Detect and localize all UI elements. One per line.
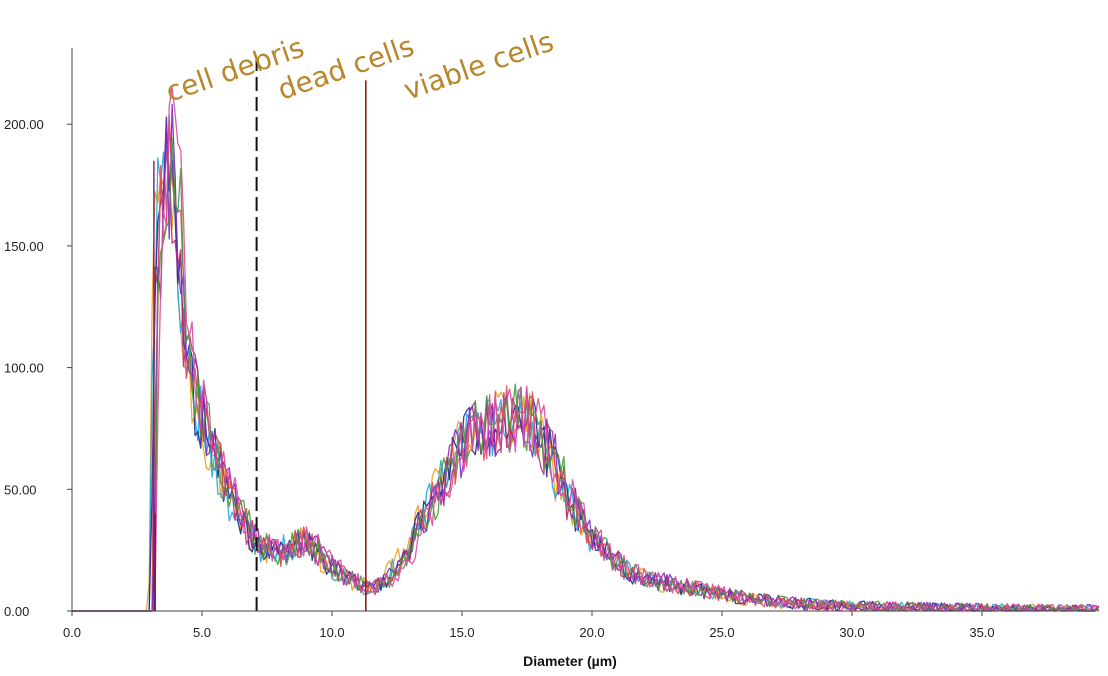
boundary-lines-group — [153, 51, 367, 611]
series-line — [72, 86, 1100, 612]
series-line — [72, 136, 1100, 612]
y-tick-label: 0.00 — [4, 604, 29, 619]
tick-labels-group: 0.0 5.0 10.0 15.0 20.0 25.0 30.0 35.0 0.00 50.00 1… — [4, 117, 995, 640]
x-tick-label: 5.0 — [193, 625, 211, 640]
series-group — [72, 86, 1100, 612]
x-tick-label: 25.0 — [709, 625, 734, 640]
series-line — [72, 137, 1100, 612]
x-tick-label: 15.0 — [449, 625, 474, 640]
x-tick-label: 0.0 — [63, 625, 81, 640]
series-line — [72, 129, 1100, 612]
x-tick-label: 30.0 — [839, 625, 864, 640]
region-label: viable cells — [400, 25, 558, 107]
x-tick-label: 10.0 — [319, 625, 344, 640]
axes-group — [67, 48, 1095, 616]
y-tick-label: 100.00 — [4, 361, 44, 376]
x-tick-label: 35.0 — [969, 625, 994, 640]
y-tick-label: 150.00 — [4, 239, 44, 254]
x-tick-label: 20.0 — [579, 625, 604, 640]
series-line — [72, 114, 1099, 612]
x-axis-title: Diameter (µm) — [523, 653, 617, 669]
y-tick-label: 200.00 — [4, 117, 44, 132]
y-tick-label: 50.00 — [4, 482, 37, 497]
series-line — [72, 154, 1099, 612]
